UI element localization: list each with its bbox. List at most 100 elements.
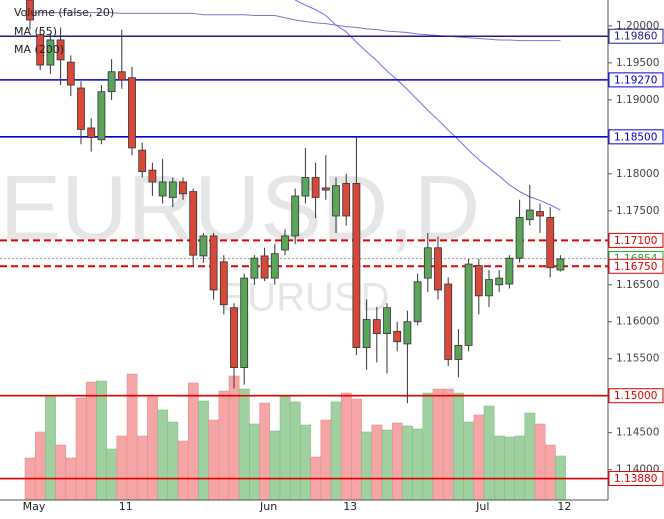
candle-body: [515, 217, 524, 259]
level-label: 1.17100: [614, 235, 657, 247]
candle-body: [199, 235, 208, 257]
candle-body: [209, 235, 218, 291]
volume-bar: [391, 422, 403, 501]
candle-body: [128, 77, 136, 149]
volume-bar: [534, 423, 546, 501]
volume-bar: [351, 398, 362, 501]
candle-body: [546, 217, 555, 269]
candle-body: [342, 183, 351, 217]
ma-legend: MA (55): [14, 25, 57, 38]
volume-bar: [208, 419, 220, 501]
level-label: 1.18500: [614, 131, 657, 143]
candle-body: [230, 307, 238, 369]
volume-legend: Volume (false, 20): [14, 6, 114, 19]
volume-bar: [249, 423, 260, 501]
level-label-box: [608, 258, 664, 274]
x-tick-label: 13: [343, 500, 357, 513]
candle-body: [444, 283, 453, 360]
candle-body: [87, 127, 96, 138]
x-tick-label: 11: [119, 500, 133, 513]
volume-bar: [85, 381, 97, 501]
candle-body: [372, 319, 381, 334]
candle-body: [36, 34, 45, 66]
y-tick-label: 1.18000: [616, 168, 659, 180]
volume-bar: [483, 405, 495, 501]
volume-bar: [340, 392, 352, 501]
level-label-box: [608, 471, 664, 487]
candle-body: [464, 263, 473, 346]
level-label-box: [608, 232, 664, 248]
candle-body: [434, 247, 442, 291]
candle-body: [485, 279, 493, 297]
volume-bar: [167, 421, 179, 501]
volume-bar: [422, 392, 434, 501]
volume-bar: [147, 396, 158, 501]
axis-layer: May 11 Jun 13 Jul 121.200001.195001.190001.18…: [23, 20, 664, 513]
candle-body: [148, 169, 157, 183]
x-tick-label: May: [23, 500, 46, 513]
volume-bar: [238, 388, 250, 501]
volume-bar: [320, 419, 332, 501]
volume-bar: [361, 431, 373, 501]
candle-body: [332, 185, 340, 217]
candle-body: [66, 61, 75, 86]
candle-body: [403, 321, 412, 345]
level-label: 1.15000: [614, 390, 657, 402]
volume-bar: [198, 400, 209, 501]
volume-bar: [259, 402, 271, 501]
candle-body: [281, 235, 289, 251]
volume-bar: [300, 424, 311, 501]
volume-bar: [412, 428, 424, 501]
level-label-box: [608, 129, 664, 145]
volume-bar: [514, 435, 526, 501]
volume-bar: [136, 435, 148, 501]
level-layer: [0, 35, 608, 480]
candle-body: [250, 257, 259, 279]
y-tick-label: 1.16000: [616, 316, 659, 328]
candle-body: [219, 261, 228, 306]
volume-bar: [453, 392, 464, 501]
candle-body: [311, 177, 320, 198]
level-label: 1.16750: [614, 261, 657, 273]
volume-bar: [473, 414, 485, 501]
candle-body: [352, 183, 361, 349]
level-label: 1.19270: [614, 74, 657, 86]
volume-bar: [55, 444, 67, 501]
volume-bar: [371, 424, 383, 501]
candle-body: [77, 87, 85, 130]
volume-bar: [330, 401, 342, 501]
candle-body: [107, 71, 116, 93]
volume-bar: [106, 448, 118, 501]
volume-bar: [544, 444, 556, 501]
candle-body: [393, 330, 402, 343]
ma-line: [294, 0, 561, 211]
volume-bar: [228, 375, 240, 501]
candle-body: [301, 177, 310, 197]
volume-bar: [157, 409, 169, 501]
volume-bar: [381, 429, 393, 501]
y-tick-label: 1.15500: [616, 353, 659, 365]
ma-layer: [30, 0, 561, 211]
volume-bar: [442, 388, 454, 501]
candle-body: [505, 257, 514, 285]
volume-bar: [289, 401, 301, 501]
level-label: 1.19860: [614, 31, 657, 43]
volume-bar: [177, 440, 189, 501]
y-tick-label: 1.17500: [616, 205, 659, 217]
x-tick-label: 12: [557, 500, 571, 513]
candle-body: [260, 255, 269, 279]
level-label-box: [608, 28, 664, 44]
volume-bar: [463, 421, 475, 501]
level-label: 1.13880: [614, 473, 657, 485]
candle-body: [158, 181, 167, 197]
candle-layer: [26, 0, 565, 404]
candle-body: [525, 209, 534, 221]
y-tick-label: 1.16500: [616, 279, 659, 291]
volume-bar: [432, 388, 444, 501]
volume-bar: [116, 435, 128, 501]
y-tick-label: 1.14500: [616, 427, 659, 439]
volume-bar: [187, 382, 199, 501]
ma-line: [30, 12, 561, 42]
candle-body: [270, 253, 279, 279]
